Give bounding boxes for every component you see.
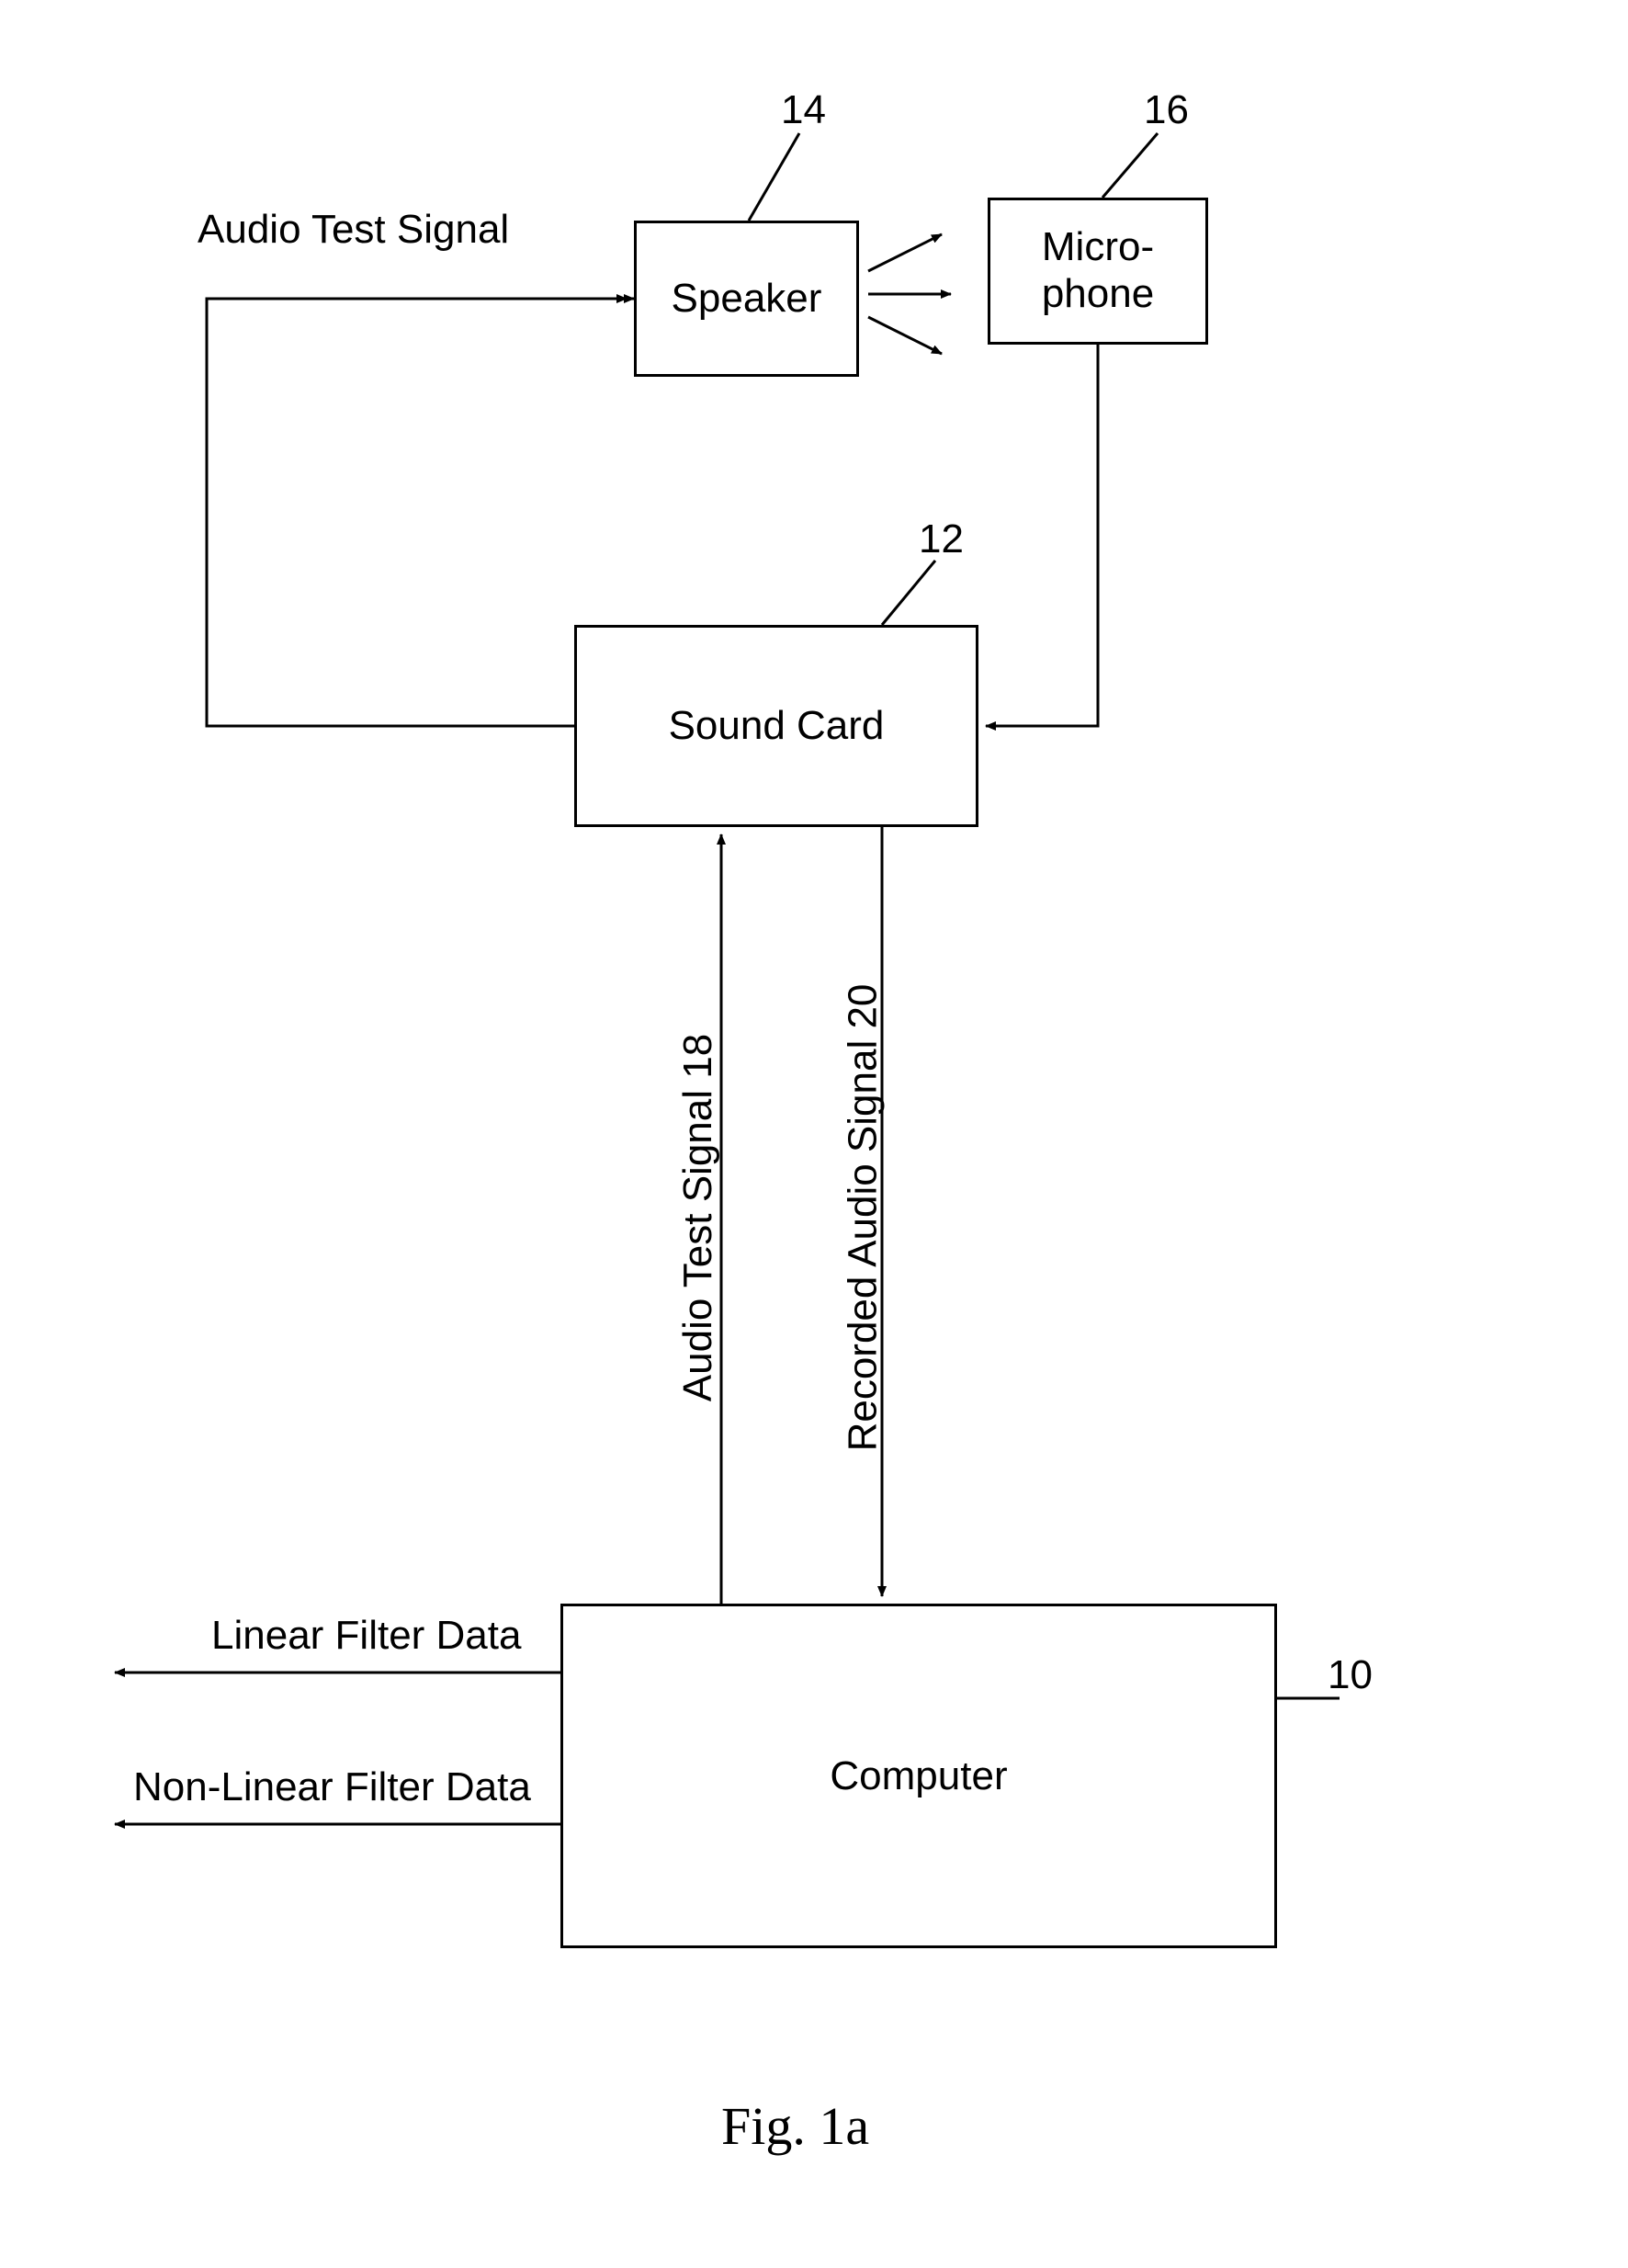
diagram-container: Speaker 14 Micro- phone 16 Sound Card 12… [0,0,1628,2268]
sound-card-ref-num: 12 [919,516,964,562]
microphone-ref-num: 16 [1144,87,1189,133]
audio-test-signal-18-label: Audio Test Signal 18 [675,1034,721,1401]
microphone-label-line2: phone [1042,271,1154,318]
recorded-audio-signal-20-label: Recorded Audio Signal 20 [840,984,886,1452]
microphone-box: Micro- phone [988,198,1208,345]
audio-test-signal-label: Audio Test Signal [198,207,509,253]
speaker-box: Speaker [634,221,859,377]
speaker-label: Speaker [672,276,822,322]
computer-ref-num: 10 [1328,1652,1373,1698]
sound-card-box: Sound Card [574,625,978,827]
sound-card-label: Sound Card [669,703,885,749]
speaker-ref-num: 14 [781,87,826,133]
figure-caption: Fig. 1a [721,2095,869,2157]
computer-label: Computer [830,1753,1007,1799]
microphone-label-line1: Micro- [1042,224,1154,271]
non-linear-filter-data-label: Non-Linear Filter Data [133,1764,531,1810]
computer-box: Computer [560,1604,1277,1948]
linear-filter-data-label: Linear Filter Data [211,1613,521,1659]
